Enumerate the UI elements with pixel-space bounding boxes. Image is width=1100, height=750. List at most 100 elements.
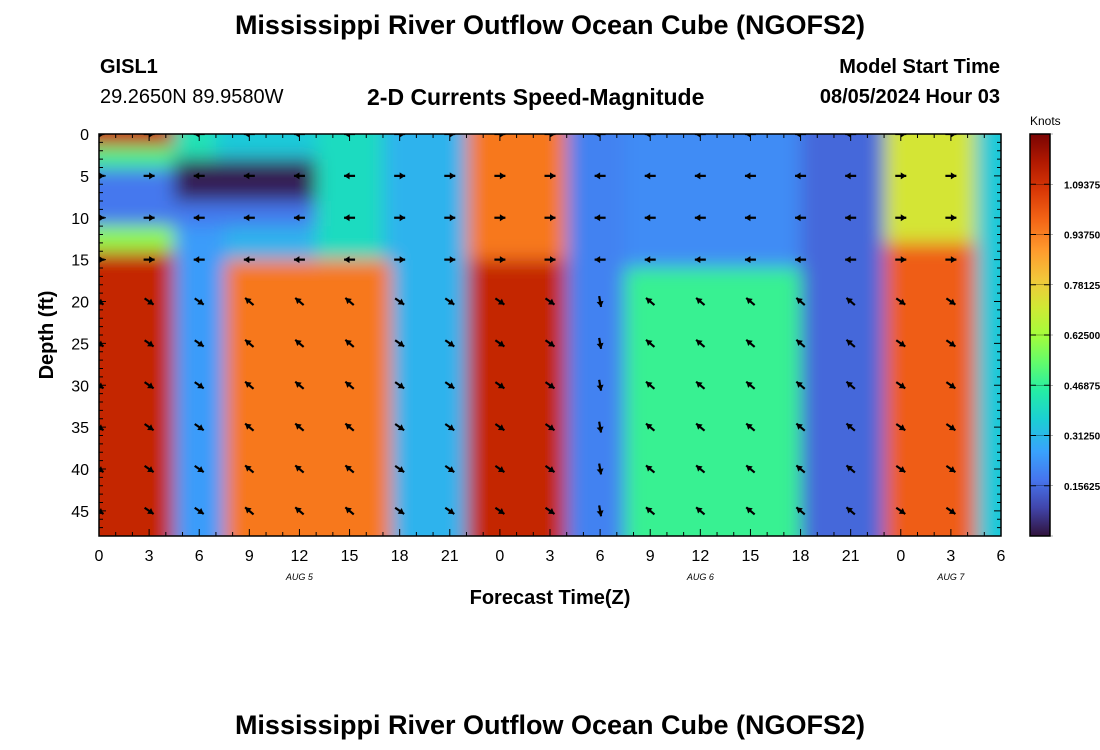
current-arrow (444, 172, 456, 180)
current-arrow (444, 464, 455, 474)
current-arrow (795, 422, 806, 432)
current-arrow (293, 256, 305, 264)
current-arrow (294, 422, 305, 432)
colorbar-tick-label: 0.15625 (1064, 482, 1100, 493)
y-axis: 0 5 10 15 20 25 30 35 40 45 (71, 127, 1001, 537)
current-arrow (544, 339, 556, 348)
current-arrow (193, 256, 205, 264)
x-date-label: AUG 7 (936, 572, 965, 582)
current-arrow (594, 172, 606, 180)
current-arrow (895, 297, 906, 306)
current-arrow (494, 381, 506, 390)
speed-region (625, 268, 801, 536)
current-arrow (845, 172, 857, 180)
current-arrow (494, 256, 506, 264)
current-arrow (795, 380, 806, 390)
footer-title: Mississippi River Outflow Ocean Cube (NG… (234, 710, 866, 740)
current-arrow (544, 506, 556, 515)
current-arrow (143, 506, 155, 515)
y-tick-label: 45 (71, 504, 89, 521)
speed-region (174, 159, 317, 201)
x-tick-label: 9 (245, 548, 254, 565)
current-arrow (394, 464, 405, 474)
current-arrow (344, 214, 356, 222)
speed-region (466, 259, 567, 536)
current-arrow (695, 338, 706, 348)
speed-region (382, 134, 467, 260)
current-arrow (344, 380, 355, 390)
x-tick-label: 9 (646, 548, 655, 565)
model-start-value: 08/05/2024 Hour 03 (819, 86, 1000, 108)
current-arrow (895, 381, 906, 390)
current-arrow (945, 381, 957, 390)
current-arrow (845, 338, 856, 348)
current-arrow (544, 297, 556, 306)
current-arrow (494, 297, 506, 306)
speed-region (174, 226, 225, 536)
current-arrow (596, 379, 604, 391)
current-arrow (795, 134, 807, 138)
current-arrow (745, 422, 756, 432)
current-arrow (645, 506, 656, 516)
current-arrow (596, 463, 604, 475)
current-arrow (344, 172, 356, 180)
current-arrow (494, 506, 506, 515)
current-arrow (895, 172, 907, 180)
current-arrow (544, 256, 556, 264)
current-arrow (945, 423, 957, 432)
current-arrow (596, 421, 604, 433)
chart-subtitle: 2-D Currents Speed-Magnitude (367, 84, 705, 110)
current-arrow (243, 214, 255, 222)
current-arrow (795, 464, 806, 474)
current-arrow (895, 214, 907, 222)
y-tick-label: 35 (71, 420, 89, 437)
y-axis-label: Depth (ft) (36, 291, 58, 380)
current-arrow (945, 297, 957, 306)
current-arrow (444, 339, 455, 348)
current-arrow (444, 214, 456, 222)
current-arrow (344, 256, 356, 264)
x-tick-label: 3 (546, 548, 555, 565)
station-coordinates: 29.2650N 89.9580W (100, 86, 284, 108)
current-arrow (494, 172, 506, 180)
x-tick-label: 21 (441, 548, 459, 565)
current-arrow (945, 256, 957, 264)
speed-region (174, 201, 317, 227)
current-arrow (544, 172, 556, 180)
current-arrow (194, 464, 205, 474)
colorbar-tick-label: 0.78125 (1064, 281, 1100, 292)
current-arrow (895, 134, 907, 138)
current-arrow (244, 338, 255, 348)
current-arrow (99, 134, 105, 138)
current-arrow (895, 423, 906, 432)
current-arrow (644, 256, 656, 264)
current-arrow (544, 423, 556, 432)
current-arrow (945, 506, 957, 515)
speed-field (99, 134, 1001, 536)
current-arrow (143, 381, 155, 390)
current-arrow (645, 380, 656, 390)
current-arrow (143, 256, 155, 264)
colorbar-tick-label: 1.09375 (1064, 180, 1100, 191)
current-arrow (745, 464, 756, 474)
colorbar-label: Knots (1030, 114, 1061, 128)
current-arrow (795, 172, 807, 180)
current-arrow (244, 464, 255, 474)
current-arrow (193, 172, 205, 180)
current-arrow (444, 423, 455, 432)
x-tick-label: 3 (145, 548, 154, 565)
current-arrow (444, 381, 455, 390)
x-tick-label: 0 (896, 548, 905, 565)
current-arrow (494, 134, 506, 138)
current-arrow (645, 422, 656, 432)
current-arrow (494, 214, 506, 222)
current-arrow (895, 256, 907, 264)
current-arrow (194, 339, 205, 348)
current-arrow (143, 423, 155, 432)
speed-region (884, 134, 976, 243)
current-arrow (544, 134, 556, 138)
current-arrow (945, 464, 957, 474)
current-arrow (594, 214, 606, 222)
current-arrow (544, 464, 556, 474)
x-tick-label: 3 (946, 548, 955, 565)
